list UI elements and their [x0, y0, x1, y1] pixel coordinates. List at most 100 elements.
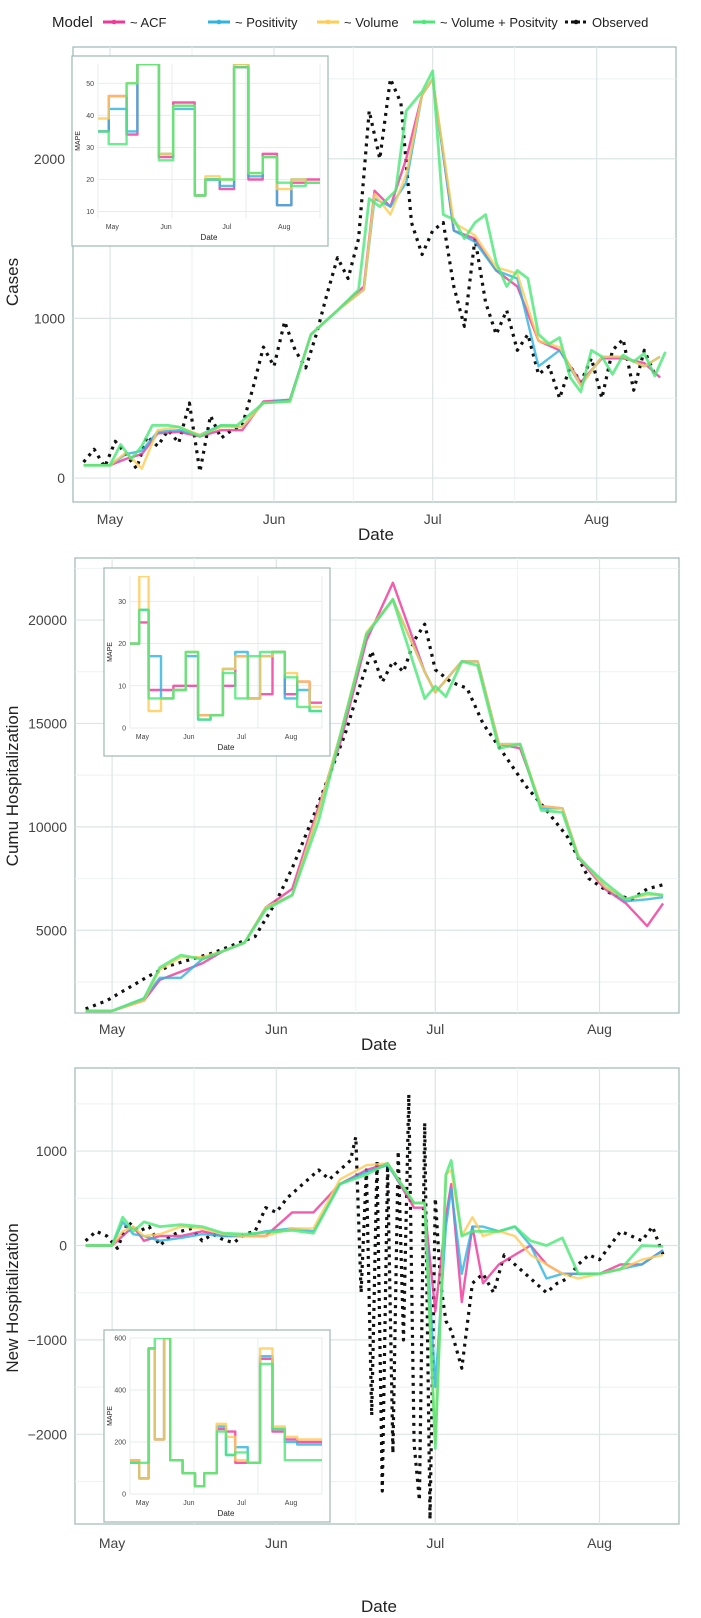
y-tick-label: 0 — [57, 470, 65, 486]
inset-x-axis-title: Date — [218, 1509, 235, 1518]
inset-frame — [103, 567, 331, 757]
cumu-y-axis-title: Cumu Hospitalization — [3, 706, 22, 867]
cases-y-axis-title: Cases — [3, 258, 22, 306]
inset-x-tick-label: Jun — [183, 1500, 194, 1507]
inset-y-tick-label: 50 — [86, 81, 94, 88]
y-tick-label: 0 — [59, 1237, 67, 1253]
inset-y-axis-title: MAPE — [107, 642, 114, 662]
new-x-axis-title: Date — [361, 1597, 397, 1616]
inset-x-tick-label: Aug — [278, 224, 291, 231]
legend-item-positivity: ~ Positivity — [208, 15, 298, 30]
y-tick-label: 1000 — [34, 310, 65, 326]
inset-y-tick-label: 600 — [114, 1336, 126, 1343]
series-group — [82, 69, 667, 474]
inset-x-tick-label: May — [136, 734, 150, 741]
series-group — [84, 1092, 665, 1521]
series-line-observed — [84, 1092, 665, 1521]
y-tick-label: 5000 — [36, 922, 67, 938]
inset-y-tick-label: 20 — [86, 177, 94, 184]
legend-key-dot-volume — [325, 19, 331, 25]
inset-x-tick-label: Aug — [285, 734, 298, 741]
legend-label-observed: Observed — [592, 15, 648, 30]
y-tick-label: 20000 — [28, 612, 67, 628]
series-line-volume-positvity — [85, 1159, 664, 1450]
inset-x-tick-label: Jul — [222, 224, 231, 231]
y-tick-label: 1000 — [36, 1143, 67, 1159]
inset-y-axis-title: MAPE — [75, 131, 82, 151]
x-tick-label: Aug — [587, 1535, 612, 1551]
inset-y-tick-label: 30 — [118, 599, 126, 606]
x-tick-label: May — [99, 1021, 125, 1037]
legend-label-volume-positvity: ~ Volume + Positvity — [440, 15, 558, 30]
inset-series-line-volume-positvity — [130, 608, 322, 721]
series-line-volume-positvity — [85, 598, 664, 1013]
inset-y-tick-label: 10 — [86, 209, 94, 216]
inset-y-tick-label: 200 — [114, 1440, 126, 1447]
legend-item-volume: ~ Volume — [317, 15, 399, 30]
x-tick-label: Jul — [424, 511, 442, 527]
x-tick-label: Aug — [584, 511, 609, 527]
x-tick-label: May — [97, 511, 123, 527]
legend-item-observed: Observed — [565, 15, 648, 30]
y-tick-label: 15000 — [28, 715, 67, 731]
x-tick-label: Aug — [587, 1021, 612, 1037]
new-hospitalization-panel: Date New Hospitalization May Jun Jul Aug −20… — [3, 1067, 680, 1616]
legend-key-dot-observed — [573, 19, 579, 25]
legend-key-dot-volume-positvity — [421, 19, 427, 25]
y-tick-label: 2000 — [34, 151, 65, 167]
inset-x-tick-label: Jun — [183, 734, 194, 741]
cumu-hospitalization-panel: Date Cumu Hospitalization May Jun Jul Aug 50… — [3, 557, 680, 1054]
legend-key-dot-positivity — [216, 19, 222, 25]
y-tick-label: 10000 — [28, 819, 67, 835]
inset-y-tick-label: 0 — [122, 726, 126, 733]
legend-label-volume: ~ Volume — [344, 15, 399, 30]
x-tick-label: May — [99, 1535, 125, 1551]
inset-y-tick-label: 30 — [86, 145, 94, 152]
inset-series-line-volume-positvity — [130, 1338, 322, 1488]
inset-y-tick-label: 40 — [86, 113, 94, 120]
inset-x-tick-label: Jul — [237, 734, 246, 741]
legend-items: ~ ACF ~ Positivity ~ Volume ~ Volume + Posi… — [103, 15, 648, 30]
inset-y-axis-title: MAPE — [107, 1406, 114, 1426]
legend-label-positivity: ~ Positivity — [235, 15, 298, 30]
inset-x-axis-title: Date — [218, 743, 235, 752]
inset-series-group — [130, 576, 322, 721]
inset-frame — [71, 55, 329, 247]
inset-series-line-volume-positvity — [98, 64, 320, 197]
inset-x-tick-label: May — [106, 224, 120, 231]
inset-y-tick-label: 10 — [118, 683, 126, 690]
series-line-volume-positvity — [83, 69, 667, 467]
x-tick-label: Jun — [265, 1021, 288, 1037]
x-tick-label: Jun — [263, 511, 286, 527]
inset-series-group — [98, 64, 320, 207]
legend-item-volume-positvity: ~ Volume + Positvity — [413, 15, 558, 30]
series-group — [85, 581, 665, 1013]
inset-y-tick-label: 20 — [118, 641, 126, 648]
mape-inset: May Jun Jul Aug 0 200 400 600 Date MAPE — [103, 1329, 331, 1523]
legend: Model ~ ACF ~ Positivity ~ Volume ~ Volume … — [52, 14, 648, 31]
cases-x-axis-title: Date — [358, 525, 394, 544]
x-tick-label: Jul — [426, 1535, 444, 1551]
cumu-x-axis-title: Date — [361, 1035, 397, 1054]
y-tick-label: −2000 — [28, 1426, 68, 1442]
new-y-axis-title: New Hospitalization — [3, 1223, 22, 1372]
inset-y-tick-label: 0 — [122, 1492, 126, 1499]
inset-series-group — [130, 1338, 322, 1488]
mape-inset: May Jun Jul Aug 10 20 30 40 50 Date MAPE — [71, 55, 329, 247]
x-tick-label: Jun — [265, 1535, 288, 1551]
inset-x-tick-label: Aug — [285, 1500, 298, 1507]
legend-label-acf: ~ ACF — [130, 15, 167, 30]
cases-panel: Date Cases May Jun Jul Aug 0 1000 2000 May Jun Ju… — [3, 46, 677, 544]
x-tick-label: Jul — [426, 1021, 444, 1037]
y-tick-label: −1000 — [28, 1332, 68, 1348]
inset-x-tick-label: Jun — [160, 224, 171, 231]
inset-x-tick-label: May — [136, 1500, 150, 1507]
inset-x-axis-title: Date — [201, 233, 218, 242]
mape-inset: May Jun Jul Aug 0 10 20 30 Date MAPE — [103, 567, 331, 757]
legend-title: Model — [52, 14, 93, 31]
legend-key-dot-acf — [111, 19, 117, 25]
legend-item-acf: ~ ACF — [103, 15, 167, 30]
inset-x-tick-label: Jul — [237, 1500, 246, 1507]
inset-y-tick-label: 400 — [114, 1388, 126, 1395]
